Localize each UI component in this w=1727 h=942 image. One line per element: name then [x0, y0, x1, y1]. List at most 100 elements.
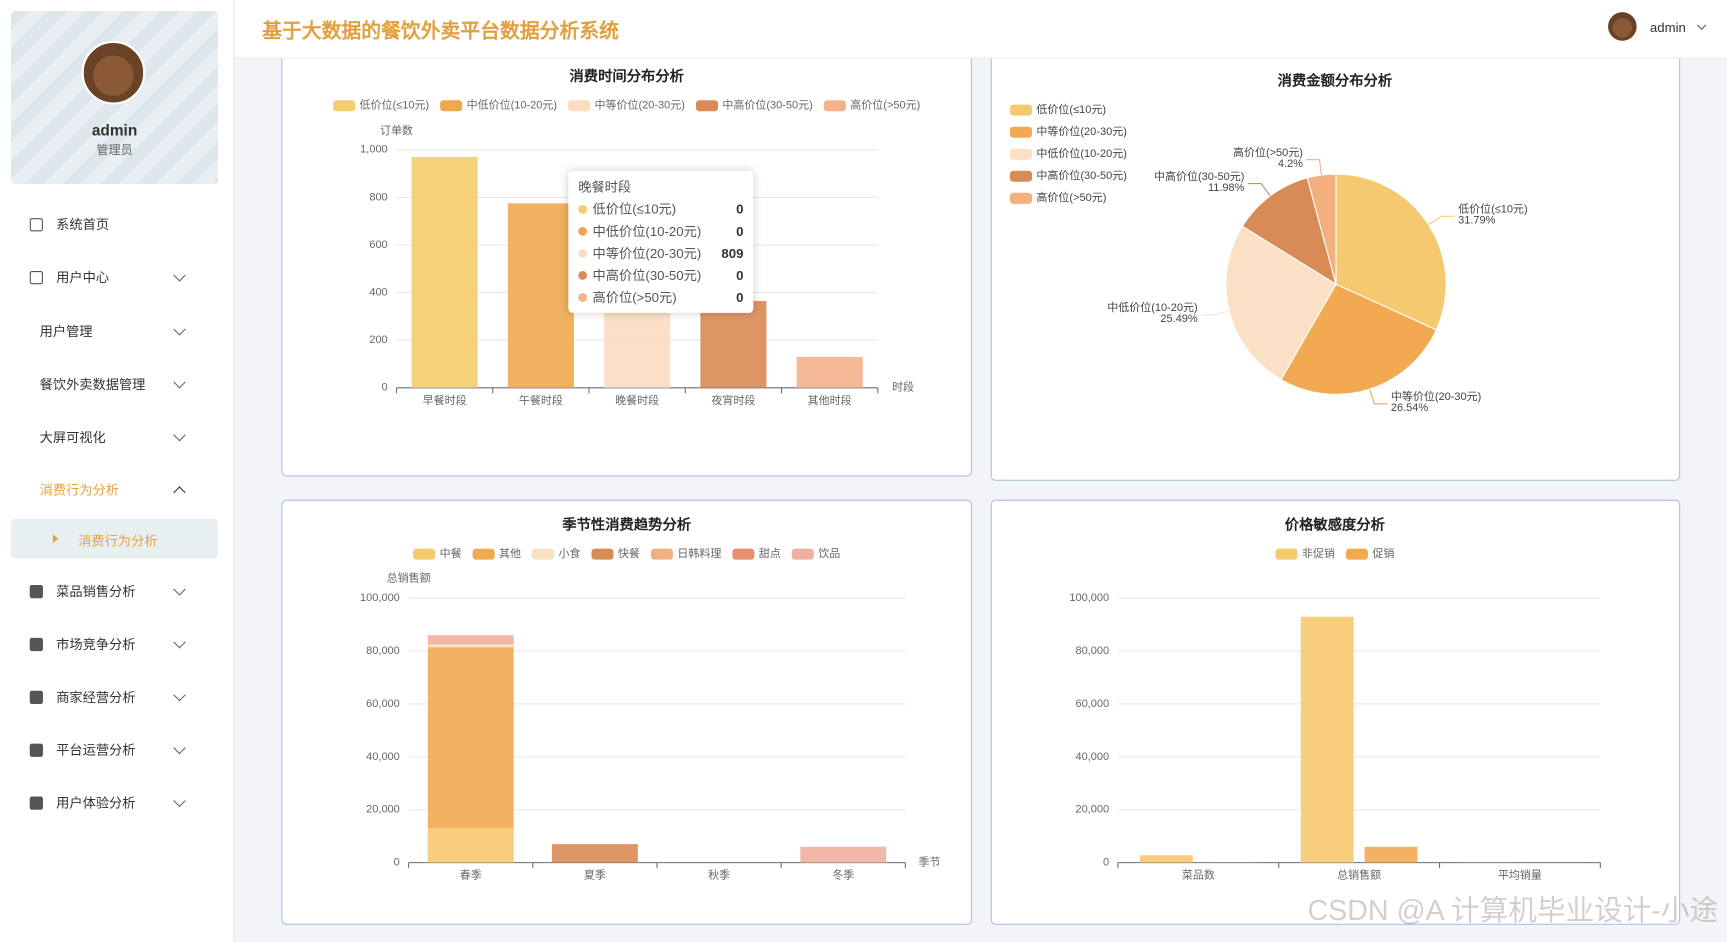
menu-item[interactable]: 消费行为分析 — [0, 470, 233, 510]
tooltip-value: 0 — [736, 201, 744, 218]
menu-item[interactable]: 用户体验分析 — [0, 783, 233, 823]
legend-label: 甜点 — [759, 547, 781, 560]
legend-swatch — [532, 548, 555, 560]
legend-label: 非促销 — [1302, 546, 1335, 560]
submenu-item-active[interactable]: 消费行为分析 — [11, 518, 219, 559]
menu-icon — [29, 271, 43, 285]
legend-swatch — [568, 100, 591, 112]
slice-value-label: 25.49% — [1160, 313, 1198, 325]
chevron — [173, 688, 186, 702]
y-tick-label: 800 — [369, 191, 387, 203]
legend-label: 小食 — [558, 546, 580, 560]
menu-item[interactable]: 平台运营分析 — [0, 730, 233, 770]
legend-label: 快餐 — [618, 546, 640, 560]
y-tick-label: 0 — [394, 857, 400, 869]
menu-item[interactable]: 餐饮外卖数据管理 — [0, 365, 233, 405]
y-tick-label: 200 — [369, 334, 387, 346]
label-line — [1369, 388, 1388, 405]
legend-swatch — [1009, 192, 1033, 204]
menu-item[interactable]: 用户管理 — [0, 312, 233, 352]
y-tick-label: 0 — [382, 382, 388, 394]
menu-item[interactable]: 系统首页 — [0, 205, 233, 245]
legend-label: 中高价位(30-50元) — [722, 98, 812, 112]
legend-swatch — [1009, 170, 1033, 182]
menu-label: 用户管理 — [39, 323, 93, 340]
chart-title: 季节性消费趋势分析 — [562, 515, 691, 533]
x-tick-label: 夜宵时段 — [711, 393, 755, 407]
chevron — [173, 269, 186, 282]
tooltip-marker — [578, 248, 588, 258]
y-tick-label: 600 — [369, 239, 387, 251]
legend-swatch — [591, 548, 614, 560]
tooltip-row: 中等价位(20-30元) 809 — [578, 242, 743, 264]
bar — [427, 635, 514, 645]
bar — [796, 356, 863, 388]
label-line — [1306, 159, 1323, 176]
bar — [800, 846, 887, 863]
legend-label: 中低价位(10-20元) — [1036, 146, 1126, 160]
user-name[interactable]: admin — [1649, 19, 1686, 36]
tooltip-value: 0 — [736, 223, 744, 240]
x-tick-label: 早餐时段 — [423, 393, 467, 407]
legend-label: 中低价位(10-20元) — [467, 98, 557, 112]
x-tick-label: 其他时段 — [808, 393, 852, 407]
tooltip-value: 0 — [736, 267, 744, 284]
legend-swatch — [1009, 104, 1033, 116]
profile-role: 管理员 — [96, 144, 133, 158]
menu-label: 商家经营分析 — [56, 689, 136, 706]
profile-avatar — [81, 40, 146, 105]
legend-label: 饮品 — [818, 547, 840, 560]
menu-item[interactable]: 菜品销售分析 — [0, 572, 233, 612]
slice-value-label: 26.54% — [1391, 402, 1429, 414]
legend-swatch — [1009, 148, 1033, 160]
y-tick-label: 60,000 — [366, 698, 400, 710]
chevron — [173, 583, 186, 596]
bar — [427, 828, 514, 863]
legend-label: 低价位(≤10元) — [360, 98, 430, 112]
menu-icon — [29, 743, 43, 757]
menu-item[interactable]: 市场竞争分析 — [0, 625, 233, 665]
x-tick-label: 总销售额 — [1337, 868, 1381, 882]
chevron — [173, 486, 186, 499]
app-title: 基于大数据的餐饮外卖平台数据分析系统 — [262, 19, 619, 42]
menu-label: 消费行为分析 — [39, 482, 119, 498]
menu-icon — [29, 218, 43, 232]
y-tick-label: 60,000 — [1075, 698, 1109, 710]
legend-label: 中等价位(20-30元) — [1036, 124, 1126, 138]
user-avatar[interactable] — [1608, 12, 1637, 41]
menu-item[interactable]: 商家经营分析 — [0, 678, 233, 718]
legend: 非促销 促销 — [1275, 546, 1394, 560]
x-tick-label: 午餐时段 — [519, 393, 563, 407]
label-line — [1201, 310, 1230, 316]
y-tick-label: 40,000 — [1075, 751, 1109, 763]
label-line — [1428, 215, 1455, 226]
legend-label: 中餐 — [440, 546, 462, 560]
x-axis-title: 时段 — [892, 380, 914, 394]
legend-label: 低价位(≤10元) — [1036, 102, 1106, 116]
menu-item[interactable]: 大屏可视化 — [0, 418, 233, 458]
chevron — [173, 636, 186, 649]
menu-item[interactable]: 用户中心 — [0, 258, 233, 298]
chart-title: 消费时间分布分析 — [569, 67, 683, 85]
menu-icon — [29, 796, 43, 810]
tooltip-label: 中低价位(10-20元) — [592, 223, 702, 240]
legend-label: 其他 — [499, 547, 521, 560]
y-tick-label: 80,000 — [366, 645, 400, 657]
slice-value-label: 4.2% — [1278, 158, 1303, 170]
legend-label: 高价位(>50元) — [850, 98, 920, 112]
x-tick-label: 夏季 — [584, 869, 606, 882]
tooltip-row: 中低价位(10-20元) 0 — [578, 220, 743, 242]
menu-label: 菜品销售分析 — [56, 583, 136, 600]
legend-swatch — [1345, 548, 1368, 560]
pie-slice — [1306, 173, 1337, 285]
tooltip-label: 低价位(≤10元) — [592, 201, 677, 218]
legend: 低价位(≤10元) 中低价位(10-20元) 中等价位(20-30元) 中高价位(30… — [333, 98, 920, 112]
tooltip-title: 晚餐时段 — [578, 179, 632, 196]
submenu-marker — [52, 534, 59, 544]
legend-label: 促销 — [1372, 546, 1394, 560]
legend-swatch — [791, 548, 814, 560]
legend-swatch — [440, 100, 463, 112]
chevron — [173, 428, 186, 442]
menu-label: 平台运营分析 — [56, 742, 136, 758]
user-dropdown-icon[interactable] — [1696, 20, 1707, 31]
